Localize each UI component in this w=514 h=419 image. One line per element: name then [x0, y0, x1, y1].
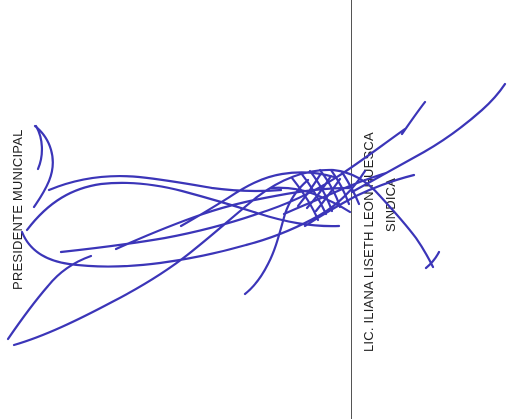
left-title-cropped: PRESIDENTE MUNICIPAL — [10, 129, 25, 290]
signer-role: SINDICA — [383, 178, 398, 232]
signature-divider-line — [351, 0, 352, 419]
signer-name: LIC. ILIANA LISETH LEON HUESCA — [361, 132, 376, 352]
